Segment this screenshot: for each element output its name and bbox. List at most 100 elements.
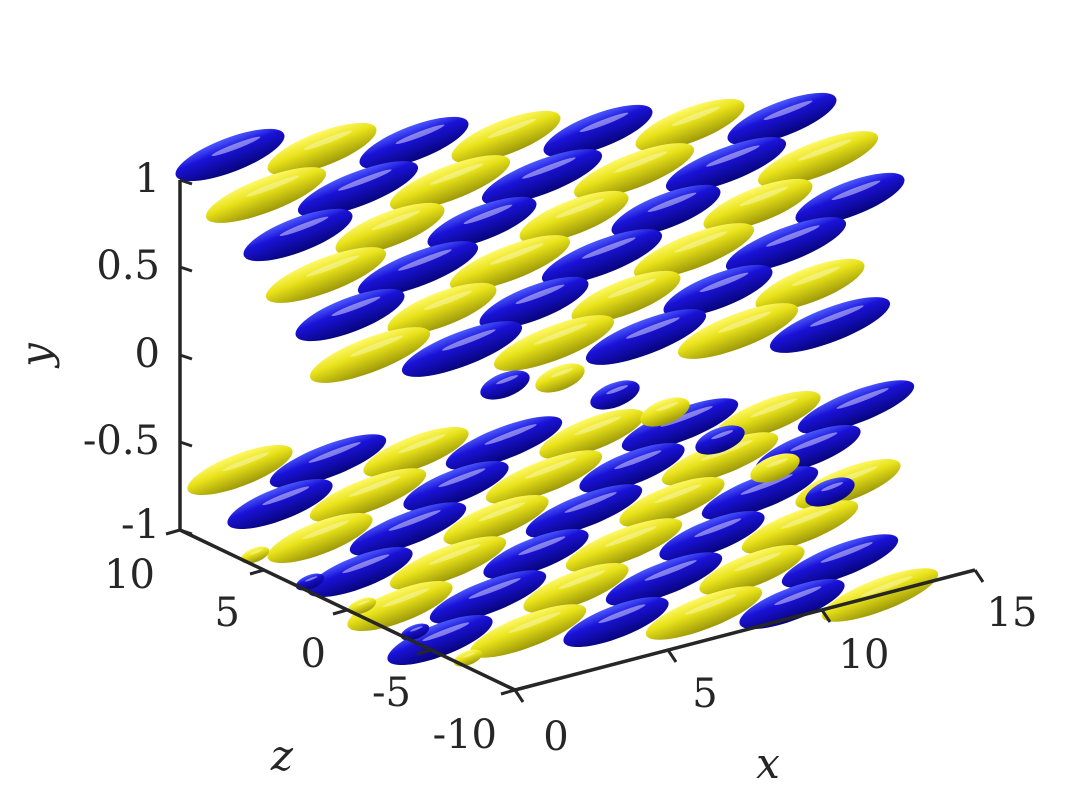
lower-surface-blob (525, 484, 643, 538)
lower-surface-blob (797, 380, 915, 434)
lower-surface-blob (403, 460, 509, 512)
lower-surface-blob (307, 546, 413, 598)
edge-surface-blob (295, 573, 325, 591)
lower-surface-blob (389, 536, 507, 590)
middle-surface-blob (480, 370, 530, 400)
upper-surface-blob (635, 98, 745, 152)
lower-surface-blob (565, 518, 683, 572)
upper-surface-blob (451, 110, 561, 164)
x-tick-mark (513, 689, 525, 703)
middle-surface-blob (805, 477, 855, 507)
x-tick-label: 5 (692, 671, 717, 717)
upper-surface-blob (665, 137, 787, 193)
lower-surface-blob (429, 570, 547, 624)
upper-surface-blob (205, 167, 327, 223)
upper-surface-blob (295, 288, 405, 342)
upper-surface-blob (175, 128, 285, 182)
y-tick-label: 0 (135, 331, 160, 377)
lower-surface-blob (741, 500, 859, 554)
lower-surface-blob (443, 494, 549, 546)
upper-surface-blob (519, 190, 629, 244)
lower-surface-blob (523, 562, 629, 614)
z-tick-mark (500, 688, 516, 696)
upper-surface-blob (359, 116, 469, 170)
upper-surface-blob (585, 309, 707, 365)
y-tick-mark (179, 265, 193, 273)
y-ticks: 1 0.5 0 -0.5 -1 (83, 156, 193, 548)
upper-surface-blob (725, 217, 847, 273)
edge-surface-blob (347, 597, 377, 615)
upper-surface-blob (677, 303, 799, 359)
lower-surface-blob (605, 552, 723, 606)
lower-surface-blob (661, 432, 779, 486)
y-axis-label: y (11, 342, 60, 369)
middle-surface-blob (750, 453, 800, 483)
isosurface-layer (175, 92, 939, 667)
upper-surface-blob (387, 282, 497, 336)
z-tick-mark (416, 648, 432, 656)
lower-surface-blob (309, 468, 427, 522)
lower-surface-blob (227, 478, 333, 530)
upper-surface-blob (427, 196, 537, 250)
lower-surface-blob (469, 604, 587, 658)
lower-surface-blob (267, 512, 373, 564)
y-tick-mark (179, 528, 193, 536)
x-tick-mark (666, 649, 678, 663)
upper-surface-blob (757, 131, 879, 187)
upper-surface-blob (335, 202, 445, 256)
y-tick-mark (179, 178, 193, 186)
x-tick-label: 10 (839, 632, 890, 678)
upper-surface-blob (493, 315, 615, 371)
middle-surface-blob (695, 425, 745, 455)
upper-surface-blob (265, 247, 387, 303)
middle-surface-blob (535, 363, 585, 393)
upper-surface-blob (541, 229, 663, 285)
x-axis-label: x (756, 739, 780, 788)
upper-surface-blob (267, 122, 377, 176)
upper-surface-blob (571, 270, 681, 324)
y-tick-label: 1 (135, 156, 160, 202)
z-tick-label: 5 (215, 590, 240, 636)
lower-surface-blob (579, 442, 685, 494)
z-axis-label: z (270, 731, 294, 780)
upper-surface-blob (703, 178, 813, 232)
lower-surface-blob (269, 434, 387, 488)
middle-surface-blob (640, 397, 690, 427)
upper-surface-blob (389, 155, 511, 211)
lower-surface-blob (621, 398, 739, 452)
y-tick-mark (179, 353, 193, 361)
y-tick-mark (179, 440, 193, 448)
upper-surface-blob (401, 321, 523, 377)
lower-surface-blob (539, 408, 645, 460)
lower-surface-blob (349, 502, 467, 556)
upper-surface-blob (309, 327, 431, 383)
z-tick-mark (165, 528, 181, 536)
upper-surface-blob (479, 276, 589, 330)
y-tick-label: -0.5 (83, 418, 160, 464)
lower-surface-blob (363, 426, 469, 478)
upper-surface-blob (633, 223, 755, 279)
lower-surface-blob (781, 534, 899, 588)
upper-surface-blob (663, 264, 773, 318)
lower-surface-blob (739, 578, 845, 630)
x-ticks: 0 5 10 15 (513, 569, 1037, 760)
upper-surface-blob (795, 172, 905, 226)
z-ticks: 10 5 0 -5 -10 (104, 528, 516, 758)
lower-surface-blob (701, 466, 819, 520)
upper-surface-blob (481, 149, 603, 205)
upper-surface-blob (573, 143, 695, 199)
lower-surface-blob (485, 450, 603, 504)
x-tick-label: 0 (543, 714, 568, 760)
lower-surface-blob (347, 580, 453, 632)
z-axis-line (179, 528, 516, 692)
upper-surface-blob (769, 297, 891, 353)
y-tick-label: 0.5 (96, 243, 160, 289)
upper-surface-blob (755, 258, 865, 312)
upper-surface-blob (449, 235, 571, 291)
lower-surface-blob (187, 444, 293, 496)
upper-surface-blob (611, 184, 721, 238)
upper-surface-blob (727, 92, 837, 146)
lower-surface-blob (483, 528, 589, 580)
z-tick-label: -5 (372, 670, 411, 716)
